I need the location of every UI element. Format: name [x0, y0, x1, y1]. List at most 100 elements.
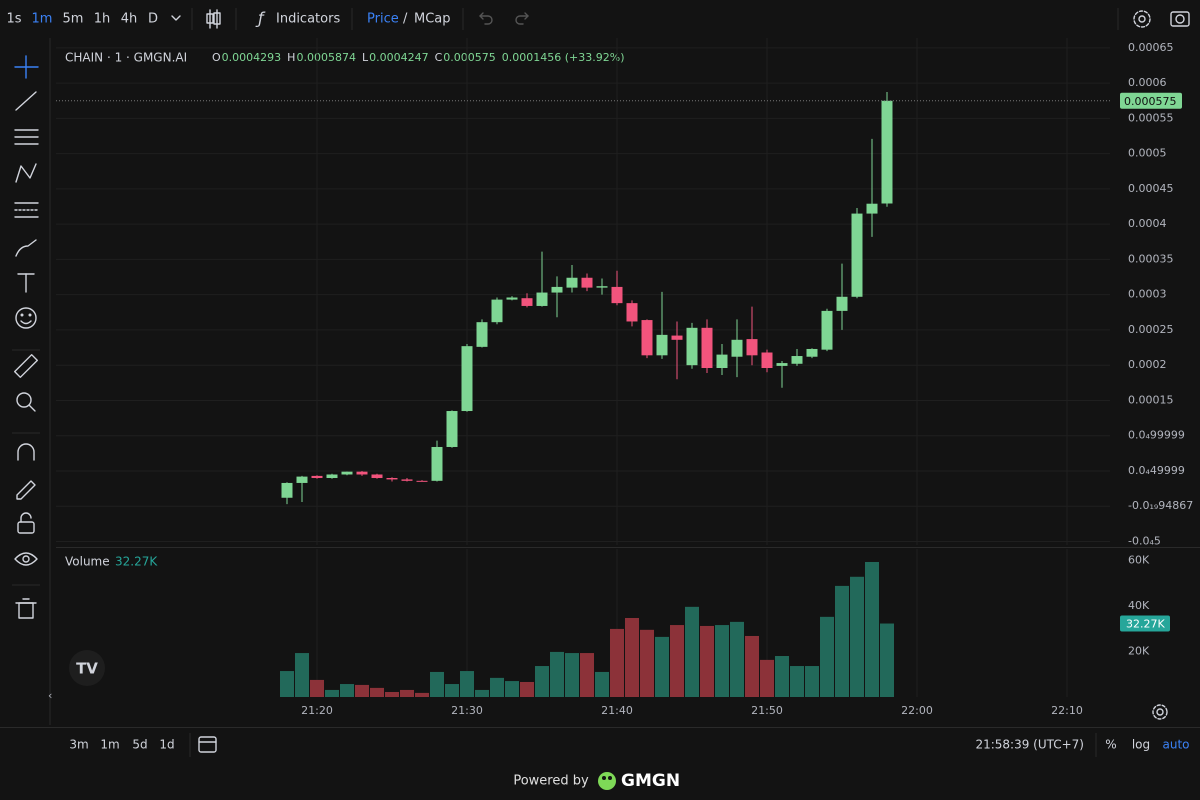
- candle-body: [596, 286, 608, 288]
- volume-bar: [730, 621, 744, 697]
- volume-bar: [385, 691, 399, 697]
- gmgn-logo: [598, 772, 616, 790]
- candle-body: [626, 303, 638, 322]
- candle-body: [731, 339, 743, 357]
- candle-body: [686, 327, 698, 366]
- log-toggle[interactable]: log: [1132, 738, 1150, 752]
- axis-settings-icon[interactable]: [1152, 704, 1168, 720]
- undo-icon[interactable]: [479, 12, 493, 25]
- volume-bar: [355, 684, 369, 697]
- interval-button[interactable]: D: [148, 12, 158, 27]
- y-tick-label: 0.0003: [1128, 288, 1167, 301]
- indicators-button[interactable]: Indicators: [276, 12, 340, 27]
- candle-body: [776, 363, 788, 366]
- y-tick-label: 0.00015: [1128, 393, 1174, 406]
- x-tick-label: 22:10: [1051, 704, 1083, 717]
- volume-bar: [820, 616, 834, 697]
- brand: GMGN: [621, 771, 680, 791]
- interval-button[interactable]: 4h: [121, 12, 138, 27]
- volume-bar: [640, 629, 654, 697]
- candle-body: [431, 446, 443, 481]
- volume-bar: [565, 653, 579, 697]
- x-tick-label: 21:50: [751, 704, 783, 717]
- auto-toggle[interactable]: auto: [1162, 738, 1189, 752]
- volume-bar: [400, 689, 414, 697]
- legend-label: O: [212, 51, 221, 64]
- interval-button[interactable]: 1s: [6, 12, 21, 27]
- tv-logo: TV: [69, 650, 105, 686]
- clock: 21:58:39 (UTC+7): [975, 738, 1084, 752]
- candle-body: [821, 310, 833, 350]
- percent-toggle[interactable]: %: [1105, 738, 1116, 752]
- candle-body: [311, 475, 323, 479]
- y-tick-label: -0.0₁₉94867: [1128, 499, 1193, 512]
- candle-body: [671, 335, 683, 340]
- y-tick-label: 0.0005: [1128, 147, 1167, 160]
- candle-body: [296, 476, 308, 483]
- candle-body: [461, 346, 473, 412]
- collapse-arrow[interactable]: ‹: [48, 689, 52, 702]
- volume-tag-label: 32.27K: [1126, 618, 1165, 631]
- range-group: 3m 1m 5d 1d: [69, 738, 174, 752]
- x-tick-label: 21:30: [451, 704, 483, 717]
- volume-bar: [370, 687, 384, 697]
- y-tick-label: 60K: [1128, 553, 1150, 566]
- interval-button[interactable]: 5m: [63, 12, 84, 27]
- candle-body: [761, 352, 773, 369]
- volume-bar: [340, 684, 354, 697]
- fx-icon[interactable]: ƒ: [255, 9, 266, 28]
- candle-body: [566, 277, 578, 288]
- volume-tag: [1120, 615, 1170, 632]
- redo-icon[interactable]: [515, 12, 529, 25]
- candle-body: [326, 474, 338, 479]
- candle-body: [746, 339, 758, 356]
- mcap-toggle[interactable]: MCap: [414, 12, 451, 27]
- last-price-tag: [1120, 92, 1182, 109]
- price-toggle[interactable]: Price: [367, 12, 399, 27]
- volume-bar: [865, 561, 879, 697]
- range-button[interactable]: 1m: [100, 738, 119, 752]
- volume-bar: [325, 689, 339, 697]
- volume-bar: [295, 653, 309, 697]
- candle-body: [356, 471, 368, 475]
- legend-label: L: [362, 51, 369, 64]
- screenshot-icon[interactable]: [1170, 11, 1190, 27]
- powered-by: Powered by: [513, 774, 589, 789]
- plot: 21:20 21:30 21:40 21:50 22:00 22:10 0.00065 0.0…: [56, 38, 1193, 717]
- date-range-icon[interactable]: [198, 736, 217, 753]
- candle-type-icon[interactable]: [206, 9, 221, 29]
- volume-bar: [790, 666, 804, 697]
- candle-body: [701, 327, 713, 369]
- volume-bar: [445, 684, 459, 697]
- volume-bar: [685, 606, 699, 697]
- y-tick-label: 0.0004: [1128, 217, 1167, 230]
- volume-bar: [415, 692, 429, 697]
- candle-body: [851, 213, 863, 297]
- legend-value: 0.0004247: [369, 51, 429, 64]
- candle-body: [491, 299, 503, 323]
- volume-bar: [430, 671, 444, 697]
- svg-text:TV: TV: [76, 660, 98, 678]
- drawing-tools[interactable]: [13, 55, 39, 619]
- volume-bar: [520, 681, 534, 697]
- interval-button[interactable]: 1h: [94, 12, 111, 27]
- candle-body: [371, 474, 383, 479]
- volume-bar: [655, 636, 669, 697]
- volume-bar: [595, 671, 609, 697]
- candle-body: [611, 286, 623, 304]
- y-tick-label: 0.00035: [1128, 252, 1174, 265]
- range-button[interactable]: 3m: [69, 738, 88, 752]
- volume-bar: [880, 623, 894, 697]
- volume-bar: [745, 635, 759, 697]
- volume-bar: [535, 666, 549, 697]
- volume-current: 32.27K: [115, 555, 158, 569]
- candle-body: [881, 100, 893, 204]
- interval-button[interactable]: 1m: [32, 12, 53, 27]
- candle-body: [551, 286, 563, 293]
- range-button[interactable]: 5d: [132, 738, 147, 752]
- legend-value: 0.000575: [443, 51, 496, 64]
- settings-icon[interactable]: [1133, 10, 1151, 28]
- range-button[interactable]: 1d: [159, 738, 174, 752]
- chevron-icon[interactable]: [171, 15, 181, 21]
